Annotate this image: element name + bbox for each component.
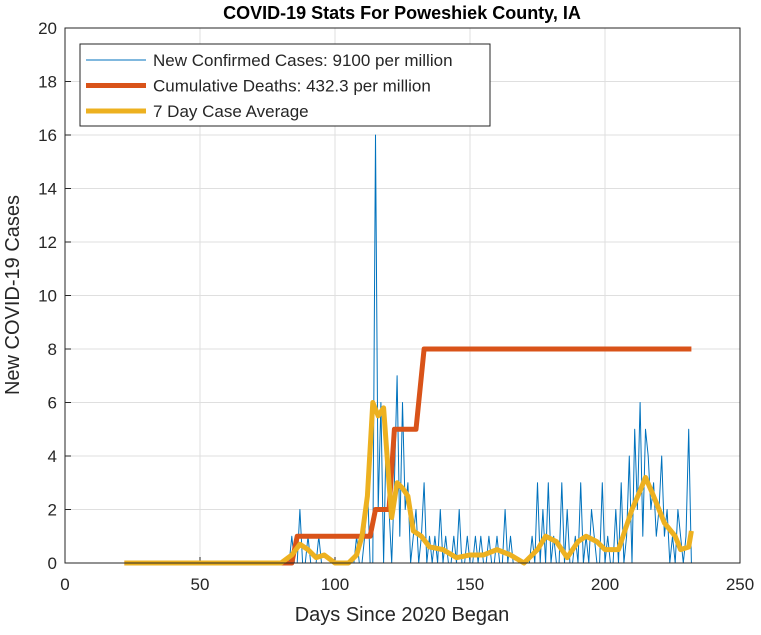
y-tick-label: 4 xyxy=(48,447,57,466)
x-axis-label: Days Since 2020 Began xyxy=(295,604,510,626)
y-tick-label: 16 xyxy=(38,126,57,145)
x-tick-label: 200 xyxy=(591,575,619,594)
x-tick-label: 0 xyxy=(60,575,69,594)
y-tick-label: 2 xyxy=(48,501,57,520)
y-tick-label: 12 xyxy=(38,233,57,252)
axes-box xyxy=(64,27,741,564)
x-tick-label: 250 xyxy=(726,575,754,594)
legend-label: Cumulative Deaths: 432.3 per million xyxy=(153,77,431,96)
y-tick-label: 6 xyxy=(48,394,57,413)
y-tick-label: 0 xyxy=(48,554,57,573)
y-axis-label: New COVID-19 Cases xyxy=(2,195,24,395)
y-tick-label: 18 xyxy=(38,73,57,92)
legend-label: 7 Day Case Average xyxy=(153,102,309,121)
legend-box xyxy=(79,43,491,127)
chart-title: COVID-19 Stats For Poweshiek County, IA xyxy=(223,3,581,23)
legend-label: New Confirmed Cases: 9100 per million xyxy=(153,51,453,70)
x-tick-label: 50 xyxy=(191,575,210,594)
x-tick-label: 100 xyxy=(321,575,349,594)
y-tick-label: 10 xyxy=(38,287,57,306)
y-tick-label: 8 xyxy=(48,340,57,359)
y-tick-label: 14 xyxy=(38,180,57,199)
y-tick-label: 20 xyxy=(38,19,57,38)
x-tick-label: 150 xyxy=(456,575,484,594)
